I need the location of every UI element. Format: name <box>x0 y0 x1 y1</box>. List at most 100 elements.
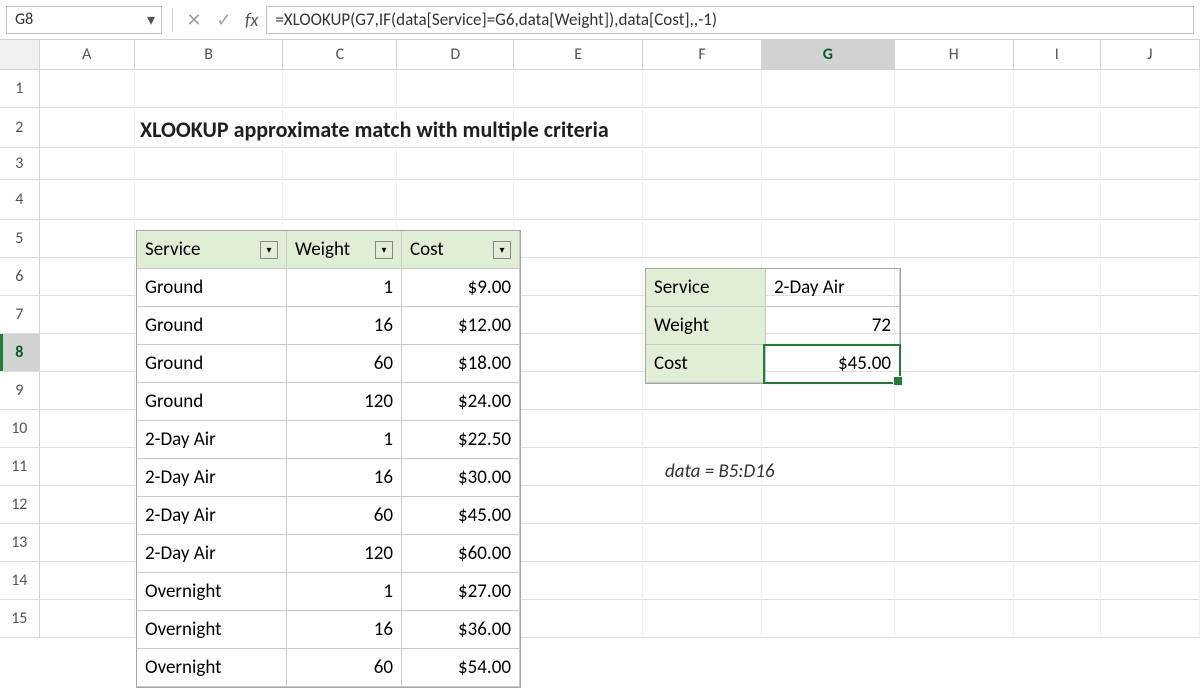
table-cell[interactable]: $27.00 <box>402 573 520 611</box>
cell-H10[interactable] <box>895 410 1014 448</box>
cell-E4[interactable] <box>514 180 643 220</box>
cell-H14[interactable] <box>895 562 1014 600</box>
cell-J4[interactable] <box>1101 180 1200 220</box>
row-header-2[interactable]: 2 <box>0 108 40 147</box>
row-header-14[interactable]: 14 <box>0 562 40 599</box>
table-cell[interactable]: $36.00 <box>402 611 520 649</box>
cell-J7[interactable] <box>1101 296 1200 334</box>
cell-H8[interactable] <box>895 334 1014 372</box>
cell-H2[interactable] <box>895 108 1014 148</box>
cell-I1[interactable] <box>1014 70 1101 108</box>
table-cell[interactable]: 1 <box>287 573 402 611</box>
name-box[interactable]: G8 ▾ <box>6 6 162 34</box>
table-cell[interactable]: $54.00 <box>402 649 520 687</box>
cell-D4[interactable] <box>397 180 514 220</box>
cell-I6[interactable] <box>1014 258 1101 296</box>
cell-J5[interactable] <box>1101 220 1200 258</box>
column-header-A[interactable]: A <box>40 40 135 69</box>
table-cell[interactable]: Ground <box>137 269 287 307</box>
table-header-cost[interactable]: Cost▾ <box>402 231 520 269</box>
lookup-value-service[interactable]: 2-Day Air <box>766 269 900 307</box>
lookup-value-cost[interactable]: $45.00 <box>766 345 900 383</box>
lookup-value-weight[interactable]: 72 <box>766 307 900 345</box>
cancel-icon[interactable]: ✕ <box>183 9 205 31</box>
row-header-11[interactable]: 11 <box>0 448 40 485</box>
table-cell[interactable]: 2-Day Air <box>137 459 287 497</box>
cell-A5[interactable] <box>40 220 135 258</box>
table-cell[interactable]: $60.00 <box>402 535 520 573</box>
cell-F5[interactable] <box>643 220 762 258</box>
cell-A9[interactable] <box>40 372 135 410</box>
cell-G10[interactable] <box>762 410 895 448</box>
cell-E12[interactable] <box>514 486 643 524</box>
cell-F12[interactable] <box>643 486 762 524</box>
cell-I9[interactable] <box>1014 372 1101 410</box>
cell-H15[interactable] <box>895 600 1014 638</box>
table-cell[interactable]: $22.50 <box>402 421 520 459</box>
table-cell[interactable]: 16 <box>287 459 402 497</box>
row-header-13[interactable]: 13 <box>0 524 40 561</box>
cell-F13[interactable] <box>643 524 762 562</box>
cell-A3[interactable] <box>40 148 135 180</box>
table-header-weight[interactable]: Weight▾ <box>287 231 402 269</box>
table-cell[interactable]: $9.00 <box>402 269 520 307</box>
cell-F4[interactable] <box>643 180 762 220</box>
cell-H3[interactable] <box>895 148 1014 180</box>
cell-C1[interactable] <box>283 70 397 108</box>
row-header-4[interactable]: 4 <box>0 180 40 219</box>
row-header-6[interactable]: 6 <box>0 258 40 295</box>
cell-I13[interactable] <box>1014 524 1101 562</box>
cell-J2[interactable] <box>1101 108 1200 148</box>
cell-G12[interactable] <box>762 486 895 524</box>
cell-J13[interactable] <box>1101 524 1200 562</box>
table-cell[interactable]: Overnight <box>137 573 287 611</box>
cell-C3[interactable] <box>283 148 397 180</box>
cell-I10[interactable] <box>1014 410 1101 448</box>
row-header-9[interactable]: 9 <box>0 372 40 409</box>
table-cell[interactable]: Ground <box>137 383 287 421</box>
cell-J14[interactable] <box>1101 562 1200 600</box>
column-header-G[interactable]: G <box>762 40 895 69</box>
cell-A12[interactable] <box>40 486 135 524</box>
cell-J15[interactable] <box>1101 600 1200 638</box>
cell-G11[interactable] <box>762 448 895 486</box>
cell-F14[interactable] <box>643 562 762 600</box>
row-header-7[interactable]: 7 <box>0 296 40 333</box>
cell-F1[interactable] <box>643 70 762 108</box>
cell-H11[interactable] <box>895 448 1014 486</box>
cell-G3[interactable] <box>762 148 895 180</box>
filter-dropdown-icon[interactable]: ▾ <box>260 241 278 259</box>
row-header-3[interactable]: 3 <box>0 148 40 179</box>
table-cell[interactable]: $24.00 <box>402 383 520 421</box>
cell-H5[interactable] <box>895 220 1014 258</box>
cell-A11[interactable] <box>40 448 135 486</box>
table-cell[interactable]: $12.00 <box>402 307 520 345</box>
cell-D3[interactable] <box>397 148 514 180</box>
cell-I5[interactable] <box>1014 220 1101 258</box>
formula-bar[interactable]: =XLOOKUP(G7,IF(data[Service]=G6,data[Wei… <box>266 6 1194 34</box>
cell-I11[interactable] <box>1014 448 1101 486</box>
cell-B3[interactable] <box>135 148 284 180</box>
cell-C4[interactable] <box>283 180 397 220</box>
cell-E1[interactable] <box>514 70 643 108</box>
cell-F10[interactable] <box>643 410 762 448</box>
cell-F3[interactable] <box>643 148 762 180</box>
cell-J8[interactable] <box>1101 334 1200 372</box>
table-cell[interactable]: 1 <box>287 269 402 307</box>
cell-I14[interactable] <box>1014 562 1101 600</box>
cell-A1[interactable] <box>40 70 135 108</box>
column-header-D[interactable]: D <box>397 40 514 69</box>
cell-J6[interactable] <box>1101 258 1200 296</box>
cell-I15[interactable] <box>1014 600 1101 638</box>
cell-H13[interactable] <box>895 524 1014 562</box>
row-header-5[interactable]: 5 <box>0 220 40 257</box>
column-header-H[interactable]: H <box>895 40 1014 69</box>
cell-H7[interactable] <box>895 296 1014 334</box>
cell-H1[interactable] <box>895 70 1014 108</box>
cell-A7[interactable] <box>40 296 135 334</box>
cell-I2[interactable] <box>1014 108 1101 148</box>
table-cell[interactable]: Overnight <box>137 649 287 687</box>
cell-F15[interactable] <box>643 600 762 638</box>
cell-J11[interactable] <box>1101 448 1200 486</box>
column-header-I[interactable]: I <box>1014 40 1101 69</box>
